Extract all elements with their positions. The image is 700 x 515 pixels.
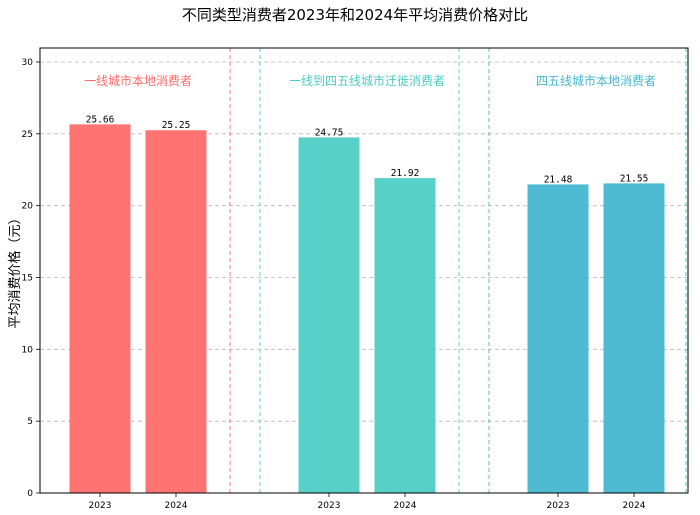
bars	[69, 124, 665, 494]
y-tick-label: 15	[22, 274, 33, 284]
axes: 0 5 10 15 20 25 30 2023 2024 2023 2024 2023 2024	[22, 47, 689, 511]
bar	[603, 183, 665, 494]
y-tick-label: 5	[27, 417, 33, 427]
y-tick-label: 0	[27, 489, 33, 499]
y-tick-label: 10	[22, 345, 34, 355]
group-label: 一线城市本地消费者	[84, 73, 192, 88]
bar	[145, 130, 207, 493]
data-label: 24.75	[315, 127, 344, 138]
group-label: 四五线城市本地消费者	[536, 73, 656, 88]
data-label: 21.92	[391, 168, 420, 179]
bar	[527, 184, 589, 494]
x-tick-label: 2024	[165, 501, 188, 511]
x-tick-label: 2023	[318, 501, 341, 511]
data-label: 21.55	[620, 173, 649, 184]
group-labels: 一线城市本地消费者 一线到四五线城市迁徙消费者 四五线城市本地消费者	[84, 73, 656, 88]
y-tick-label: 25	[22, 130, 33, 140]
x-tick-label: 2023	[89, 501, 112, 511]
bar	[298, 137, 360, 494]
x-tick-label: 2024	[394, 501, 417, 511]
bar	[374, 178, 436, 493]
bar	[69, 124, 131, 494]
chart-title: 不同类型消费者2023年和2024年平均消费价格对比	[182, 6, 528, 24]
data-label: 25.25	[162, 120, 191, 131]
y-tick-label: 20	[22, 202, 34, 212]
x-tick-label: 2024	[623, 501, 646, 511]
group-label: 一线到四五线城市迁徙消费者	[289, 73, 445, 88]
y-axis-label: 平均消费价格（元）	[7, 211, 23, 328]
x-tick-label: 2023	[547, 501, 570, 511]
data-labels: 25.66 25.25 24.75 21.92 21.48 21.55	[86, 114, 649, 185]
data-label: 21.48	[544, 174, 573, 185]
data-label: 25.66	[86, 114, 115, 125]
y-tick-label: 30	[22, 58, 34, 68]
grid-lines	[40, 61, 688, 422]
plot-frame	[39, 47, 689, 494]
